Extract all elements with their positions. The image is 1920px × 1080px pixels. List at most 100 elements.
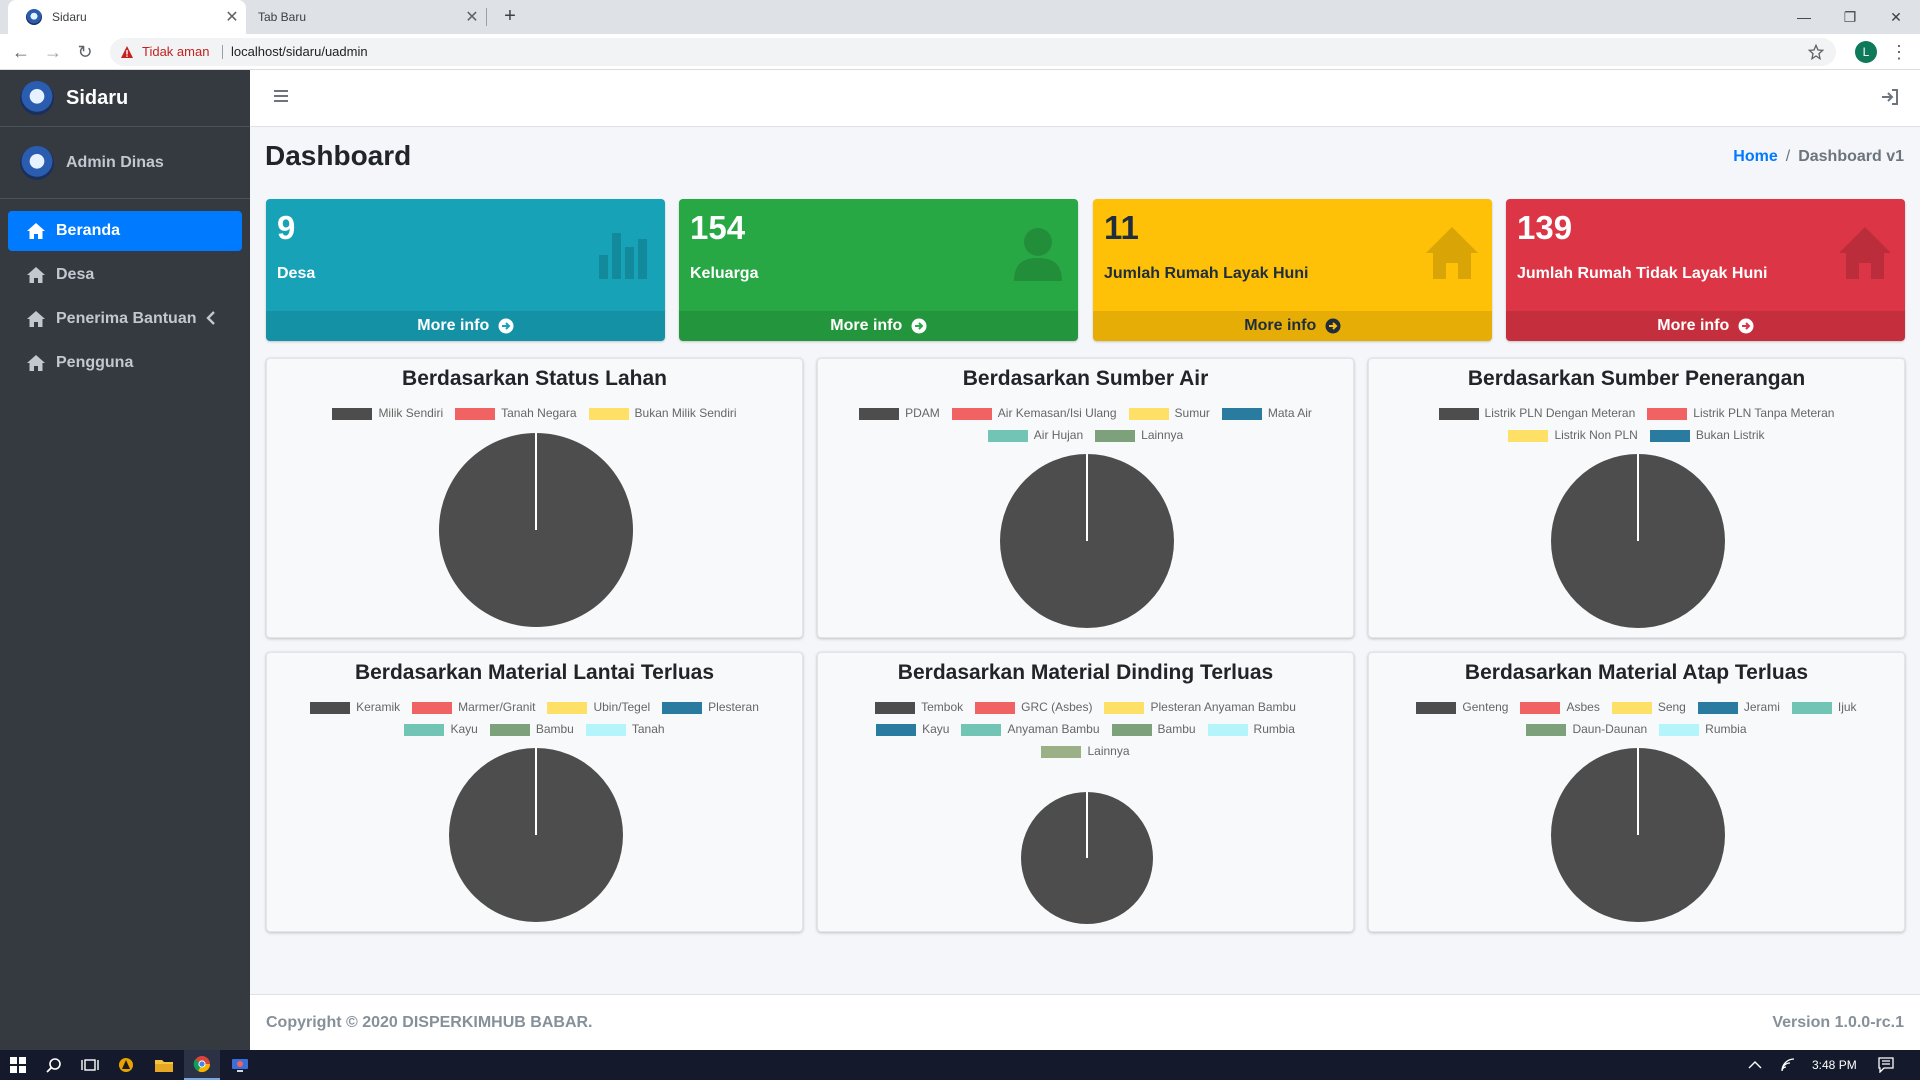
legend-swatch bbox=[1041, 745, 1082, 758]
legend-item[interactable]: Rumbia bbox=[1207, 718, 1295, 740]
legend-item[interactable]: Plesteran Anyaman Bambu bbox=[1104, 696, 1296, 718]
address-divider bbox=[222, 45, 223, 59]
file-explorer-icon[interactable] bbox=[146, 1050, 182, 1080]
legend-item[interactable]: Air Hujan bbox=[987, 424, 1084, 446]
new-tab-icon[interactable]: + bbox=[504, 5, 516, 27]
close-tab-icon[interactable]: ✕ bbox=[465, 9, 479, 26]
back-icon[interactable]: ← bbox=[12, 42, 30, 62]
bookmark-star-icon[interactable] bbox=[1808, 44, 1824, 60]
legend-item[interactable]: Marmer/Granit bbox=[412, 696, 535, 718]
legend-item[interactable]: Seng bbox=[1611, 696, 1686, 718]
restore-icon[interactable]: ❐ bbox=[1843, 9, 1857, 25]
legend-label: Plesteran Anyaman Bambu bbox=[1150, 700, 1296, 714]
minimize-icon[interactable]: — bbox=[1797, 9, 1811, 25]
legend-item[interactable]: Lainnya bbox=[1095, 424, 1183, 446]
legend-swatch bbox=[951, 407, 992, 420]
more-info-link[interactable]: More info bbox=[1506, 311, 1905, 341]
legend-item[interactable]: Tanah bbox=[585, 718, 665, 740]
browser-tab-sidaru[interactable]: Sidaru ✕ bbox=[8, 0, 246, 34]
network-icon[interactable] bbox=[1781, 1058, 1797, 1072]
browser-menu-icon[interactable]: ⋮ bbox=[1890, 42, 1908, 62]
legend-item[interactable]: Listrik PLN Dengan Meteran bbox=[1438, 402, 1635, 424]
tab-label: Sidaru bbox=[52, 10, 87, 24]
pie-chart bbox=[1551, 748, 1725, 922]
chevron-up-icon[interactable] bbox=[1748, 1059, 1762, 1071]
url-text[interactable]: localhost/sidaru/uadmin bbox=[231, 44, 368, 59]
chevron-left-icon[interactable] bbox=[206, 311, 216, 325]
legend-item[interactable]: Rumbia bbox=[1659, 718, 1747, 740]
sidebar-item-beranda[interactable]: Beranda bbox=[8, 211, 242, 251]
app-launcher-icon[interactable] bbox=[108, 1050, 144, 1080]
security-status[interactable]: Tidak aman bbox=[142, 44, 210, 59]
legend-item[interactable]: Ijuk bbox=[1791, 696, 1857, 718]
sidebar-item-penerima-bantuan[interactable]: Penerima Bantuan bbox=[8, 299, 242, 339]
user-panel: Admin Dinas bbox=[0, 127, 250, 199]
address-bar[interactable]: Tidak aman localhost/sidaru/uadmin bbox=[110, 38, 1836, 66]
task-view-icon[interactable] bbox=[72, 1050, 108, 1080]
more-info-link[interactable]: More info bbox=[266, 311, 665, 341]
hamburger-menu-icon[interactable] bbox=[272, 88, 290, 104]
legend-item[interactable]: Tembok bbox=[875, 696, 963, 718]
legend-item[interactable]: Jerami bbox=[1697, 696, 1780, 718]
sidebar-item-desa[interactable]: Desa bbox=[8, 255, 242, 295]
browser-tab-new[interactable]: Tab Baru ✕ bbox=[248, 0, 486, 34]
legend-item[interactable]: Asbes bbox=[1520, 696, 1600, 718]
breadcrumb-home-link[interactable]: Home bbox=[1733, 148, 1778, 165]
legend-item[interactable]: Daun-Daunan bbox=[1526, 718, 1647, 740]
legend-item[interactable]: Mata Air bbox=[1221, 402, 1312, 424]
legend-item[interactable]: Ubin/Tegel bbox=[547, 696, 650, 718]
legend-item[interactable]: Sumur bbox=[1128, 402, 1210, 424]
windows-start-icon[interactable] bbox=[0, 1050, 36, 1080]
legend-label: Milik Sendiri bbox=[378, 406, 444, 420]
notification-icon[interactable] bbox=[1878, 1057, 1894, 1073]
legend-item[interactable]: Bambu bbox=[1111, 718, 1196, 740]
reload-icon[interactable]: ↻ bbox=[77, 42, 93, 62]
chart-legend: Genteng Asbes Seng Jerami Ijuk Daun-Daunan Rum… bbox=[1389, 696, 1884, 740]
legend-label: Seng bbox=[1657, 700, 1686, 714]
more-info-link[interactable]: More info bbox=[1093, 311, 1492, 341]
search-icon[interactable] bbox=[36, 1050, 72, 1080]
more-info-link[interactable]: More info bbox=[679, 311, 1078, 341]
legend-swatch bbox=[1095, 429, 1136, 442]
legend-item[interactable]: Plesteran bbox=[662, 696, 759, 718]
house-icon bbox=[1426, 227, 1478, 279]
legend-item[interactable]: Kayu bbox=[404, 718, 478, 740]
legend-label: Air Hujan bbox=[1033, 428, 1084, 442]
forward-icon[interactable]: → bbox=[44, 42, 62, 62]
close-tab-icon[interactable]: ✕ bbox=[225, 9, 239, 26]
legend-item[interactable]: Listrik PLN Tanpa Meteran bbox=[1647, 402, 1834, 424]
legend-item[interactable]: PDAM bbox=[859, 402, 940, 424]
legend-item[interactable]: Anyaman Bambu bbox=[961, 718, 1100, 740]
sidebar-item-pengguna[interactable]: Pengguna bbox=[8, 343, 242, 383]
logout-icon[interactable] bbox=[1880, 88, 1900, 106]
legend-item[interactable]: Milik Sendiri bbox=[332, 402, 443, 424]
legend-item[interactable]: Air Kemasan/Isi Ulang bbox=[951, 402, 1117, 424]
home-icon bbox=[27, 223, 45, 239]
legend-item[interactable]: GRC (Asbes) bbox=[975, 696, 1092, 718]
legend-swatch bbox=[961, 723, 1002, 736]
legend-item[interactable]: Listrik Non PLN bbox=[1508, 424, 1638, 446]
legend-item[interactable]: Genteng bbox=[1416, 696, 1508, 718]
legend-swatch bbox=[1111, 723, 1152, 736]
remote-app-icon[interactable] bbox=[222, 1050, 258, 1080]
legend-item[interactable]: Lainnya bbox=[1041, 740, 1130, 762]
chrome-taskbar-icon[interactable] bbox=[184, 1050, 220, 1080]
page-footer: Copyright © 2020 DISPERKIMHUB BABAR. Ver… bbox=[250, 994, 1920, 1050]
chart-card-material-dinding: Berdasarkan Material Dinding Terluas Tem… bbox=[817, 652, 1354, 932]
legend-label: Bukan Milik Sendiri bbox=[634, 406, 737, 420]
profile-avatar[interactable]: L bbox=[1855, 41, 1877, 63]
legend-item[interactable]: Bambu bbox=[489, 718, 574, 740]
taskbar-clock[interactable]: 3:48 PM bbox=[1812, 1058, 1857, 1072]
window-close-icon[interactable]: ✕ bbox=[1890, 9, 1902, 25]
legend-label: Lainnya bbox=[1087, 744, 1130, 758]
arrow-circle-right-icon bbox=[911, 318, 927, 334]
legend-item[interactable]: Bukan Milik Sendiri bbox=[588, 402, 737, 424]
user-name[interactable]: Admin Dinas bbox=[66, 153, 164, 171]
brand-link[interactable]: Sidaru bbox=[0, 70, 250, 127]
legend-item[interactable]: Bukan Listrik bbox=[1649, 424, 1765, 446]
legend-item[interactable]: Kayu bbox=[876, 718, 949, 740]
legend-swatch bbox=[585, 723, 626, 736]
legend-label: Sumur bbox=[1174, 406, 1210, 420]
legend-item[interactable]: Tanah Negara bbox=[455, 402, 577, 424]
legend-item[interactable]: Keramik bbox=[310, 696, 400, 718]
